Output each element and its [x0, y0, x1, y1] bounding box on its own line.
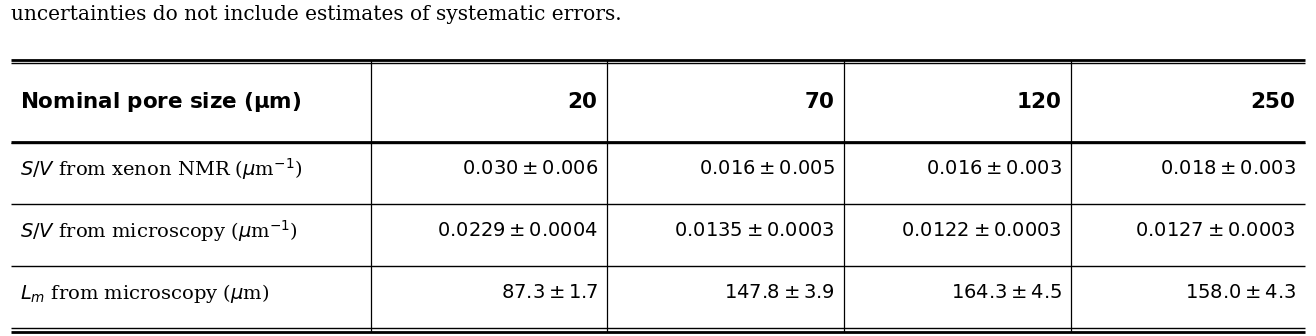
Text: $S/V$ from xenon NMR ($\mu$m$^{-1}$): $S/V$ from xenon NMR ($\mu$m$^{-1}$) — [20, 156, 303, 182]
Text: $\mathbf{250}$: $\mathbf{250}$ — [1250, 91, 1296, 114]
Text: $0.016 \pm 0.005$: $0.016 \pm 0.005$ — [699, 160, 836, 178]
Text: $\mathbf{70}$: $\mathbf{70}$ — [804, 91, 836, 114]
Text: $147.8 \pm 3.9$: $147.8 \pm 3.9$ — [724, 284, 836, 302]
Text: $0.016 \pm 0.003$: $0.016 \pm 0.003$ — [926, 160, 1062, 178]
Text: $0.0229 \pm 0.0004$: $0.0229 \pm 0.0004$ — [437, 222, 599, 240]
Text: uncertainties do not include estimates of systematic errors.: uncertainties do not include estimates o… — [11, 5, 621, 24]
Text: $0.0127 \pm 0.0003$: $0.0127 \pm 0.0003$ — [1136, 222, 1296, 240]
Text: $0.0122 \pm 0.0003$: $0.0122 \pm 0.0003$ — [901, 222, 1062, 240]
Text: $S/V$ from microscopy ($\mu$m$^{-1}$): $S/V$ from microscopy ($\mu$m$^{-1}$) — [20, 218, 297, 244]
Text: $\mathbf{120}$: $\mathbf{120}$ — [1016, 91, 1062, 114]
Text: $L_m$ from microscopy ($\mu$m): $L_m$ from microscopy ($\mu$m) — [20, 282, 270, 305]
Text: $\mathbf{Nominal\ pore\ size\ (\mu m)}$: $\mathbf{Nominal\ pore\ size\ (\mu m)}$ — [20, 90, 301, 115]
Text: $0.0135 \pm 0.0003$: $0.0135 \pm 0.0003$ — [674, 222, 836, 240]
Text: $\mathbf{20}$: $\mathbf{20}$ — [567, 91, 599, 114]
Text: $87.3 \pm 1.7$: $87.3 \pm 1.7$ — [501, 284, 599, 302]
Text: $0.018 \pm 0.003$: $0.018 \pm 0.003$ — [1161, 160, 1296, 178]
Text: $0.030 \pm 0.006$: $0.030 \pm 0.006$ — [462, 160, 599, 178]
Text: $164.3 \pm 4.5$: $164.3 \pm 4.5$ — [950, 284, 1062, 302]
Text: $158.0 \pm 4.3$: $158.0 \pm 4.3$ — [1184, 284, 1296, 302]
